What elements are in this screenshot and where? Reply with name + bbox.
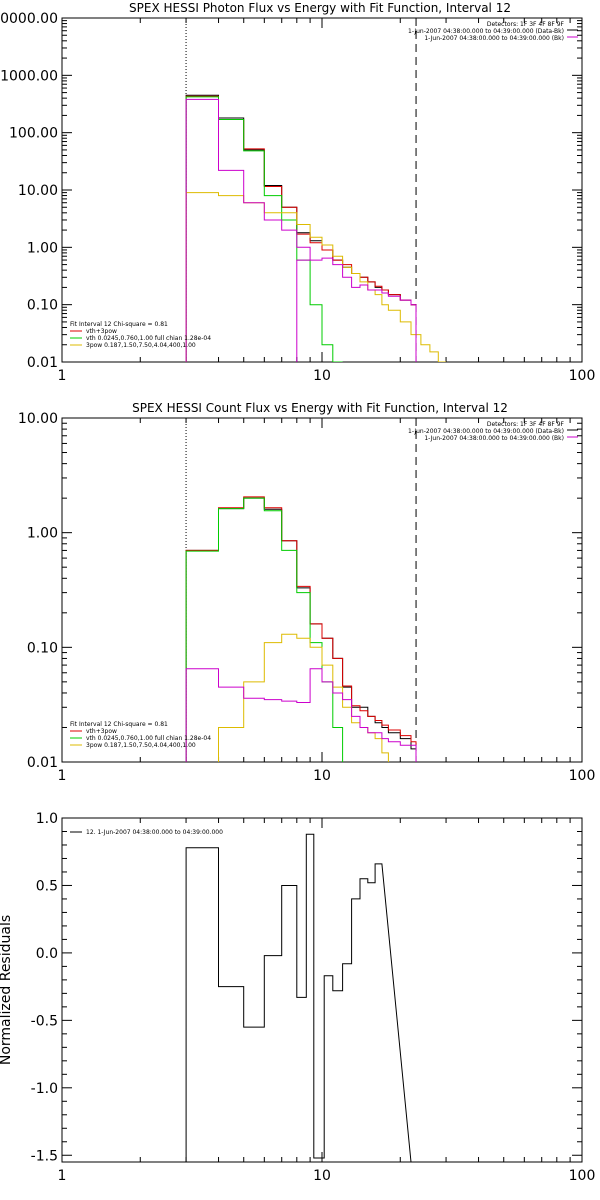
header-text: 1-Jun-2007 04:38:00.000 to 04:39:00.000 …	[424, 435, 564, 442]
legend-text: vth 0.0245,0.760,1.00 full chian 1.28e-0…	[86, 735, 211, 742]
legend-text: vth+3pow	[86, 728, 117, 735]
y-tick-label: -0.5	[31, 1013, 58, 1029]
legend-text: 3pow 0.187,1.50,7.50,4.04,400,1.00	[86, 742, 196, 749]
y-tick-label: -1.5	[31, 1148, 58, 1164]
x-tick-label: 1	[58, 1168, 67, 1184]
x-tick-label: 1	[58, 368, 67, 384]
legend-text: vth 0.0245,0.760,1.00 full chian 1.28e-0…	[86, 335, 211, 342]
header-text: 1-Jun-2007 04:38:00.000 to 04:39:00.000 …	[424, 35, 564, 42]
plot-frame	[61, 817, 583, 1163]
y-tick-label: 0000.00	[0, 11, 58, 27]
x-tick-label: 100	[569, 368, 596, 384]
legend-text: 3pow 0.187,1.50,7.50,4.04,400,1.00	[86, 342, 196, 349]
header-text: 1-Jun-2007 04:38:00.000 to 04:39:00.000 …	[408, 28, 564, 35]
legend-text: Fit Interval 12 Chi-square = 0.81	[70, 721, 168, 728]
y-tick-label: 10.00	[18, 411, 58, 427]
series-step-line-3	[218, 633, 389, 762]
series-step-line-4	[185, 98, 311, 362]
photon-flux-title: SPEX HESSI Photon Flux vs Energy with Fi…	[129, 1, 511, 15]
y-tick-label: -1.0	[31, 1081, 58, 1097]
residuals-panel: Normalized Residuals 1 10 100 -1.5 -1.0 -0.5 0…	[0, 811, 595, 1184]
y-tick-label: 100.00	[9, 126, 58, 142]
series-step-line-5	[296, 257, 417, 362]
y-tick-label: 1.00	[27, 526, 58, 542]
y-tick-label: 0.10	[27, 298, 58, 314]
legend-text: 12. 1-Jun-2007 04:38:00.000 to 04:39:00.…	[86, 829, 223, 836]
y-tick-label: 0.5	[36, 878, 58, 894]
series-step-line-2	[185, 497, 344, 762]
plot-frame	[61, 417, 583, 763]
y-tick-label: 1.00	[27, 240, 58, 256]
count-flux-panel: SPEX HESSI Count Flux vs Energy with Fit…	[18, 401, 595, 784]
residuals-ylabel: Normalized Residuals	[0, 915, 14, 1065]
header-text: 1-Jun-2007 04:38:00.000 to 04:39:00.000 …	[408, 428, 564, 435]
x-tick-label: 10	[313, 368, 331, 384]
count-flux-title: SPEX HESSI Count Flux vs Energy with Fit…	[132, 401, 508, 415]
y-tick-label: 0.0	[36, 946, 58, 962]
series-step-line-0	[185, 94, 417, 362]
header-text: Detectors: 1F 3F 4F 8F 9F	[487, 21, 565, 28]
x-tick-label: 1	[58, 768, 67, 784]
header-text: Detectors: 1F 3F 4F 8F 9F	[487, 421, 565, 428]
y-tick-label: 1000.00	[0, 68, 58, 84]
series-step-line-3	[185, 192, 447, 362]
photon-flux-panel: SPEX HESSI Photon Flux vs Energy with Fi…	[0, 1, 595, 384]
series-step-line-1	[185, 496, 417, 762]
y-tick-label: 0.10	[27, 640, 58, 656]
series-step-line-1	[185, 95, 417, 362]
series-step-line-4	[185, 668, 417, 762]
x-tick-label: 100	[569, 1168, 596, 1184]
x-tick-label: 100	[569, 768, 596, 784]
x-tick-label: 10	[313, 768, 331, 784]
y-tick-label: 0.01	[27, 355, 58, 371]
y-tick-label: 10.00	[18, 183, 58, 199]
y-tick-label: 1.0	[36, 811, 58, 827]
x-tick-label: 10	[313, 1168, 331, 1184]
series-step-line-2	[185, 96, 343, 362]
y-tick-label: 0.01	[27, 755, 58, 771]
legend-text: Fit Interval 12 Chi-square = 0.81	[70, 321, 168, 328]
series-step-line-0	[185, 833, 412, 1162]
legend-text: vth+3pow	[86, 328, 117, 335]
